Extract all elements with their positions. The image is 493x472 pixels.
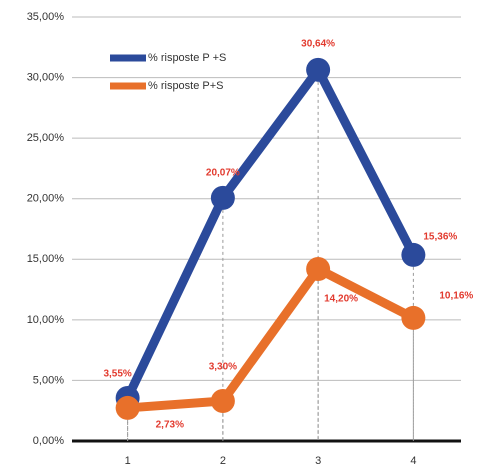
x-tick-label: 4: [410, 455, 416, 467]
point: [210, 185, 235, 210]
point: [401, 242, 426, 267]
y-tick-label: 30,00%: [27, 71, 65, 83]
value-label: 2,73%: [156, 420, 184, 431]
point: [210, 389, 235, 414]
y-tick-label: 15,00%: [27, 253, 65, 265]
legend-label: % risposte P +S: [148, 52, 226, 64]
y-tick-label: 35,00%: [27, 11, 65, 23]
y-tick-label: 0,00%: [33, 435, 64, 447]
value-label: 30,64%: [301, 38, 335, 49]
value-label: 10,16%: [439, 291, 473, 302]
series-line: [123, 65, 418, 400]
point: [115, 395, 140, 420]
legend-label: % risposte P+S: [148, 80, 224, 92]
y-tick-label: 10,00%: [27, 314, 65, 326]
y-tick-label: 5,00%: [33, 374, 64, 386]
value-label: 15,36%: [423, 232, 457, 243]
point: [306, 256, 331, 281]
x-tick-label: 1: [125, 455, 131, 467]
value-label: 14,20%: [324, 294, 358, 305]
x-tick-label: 2: [220, 455, 226, 467]
value-label: 3,30%: [209, 362, 237, 373]
x-tick-label: 3: [315, 455, 321, 467]
series-line: [127, 264, 416, 413]
point: [306, 57, 331, 82]
point: [401, 305, 426, 330]
y-tick-label: 20,00%: [27, 193, 65, 205]
value-label: 20,07%: [206, 168, 240, 179]
y-tick-label: 25,00%: [27, 132, 65, 144]
value-label: 3,55%: [103, 369, 131, 380]
